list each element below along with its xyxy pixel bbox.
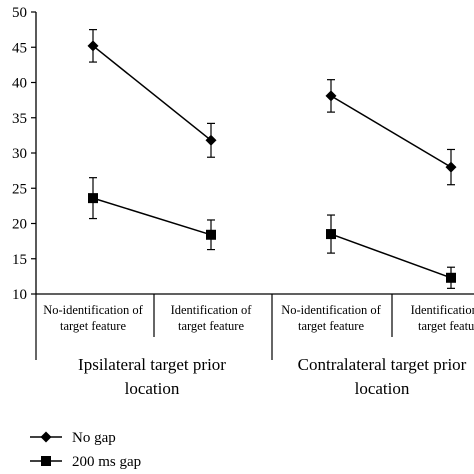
y-tick-label: 45 [12,40,27,56]
x-category-label: Identification of [411,303,474,317]
x-category-label: target feature [418,319,474,333]
data-point [206,229,216,240]
legend-label: 200 ms gap [72,454,141,470]
x-category-label: No-identification of [43,303,143,317]
data-point [88,193,98,204]
x-category-label: No-identification of [281,303,381,317]
data-point [87,40,99,52]
data-point [205,134,217,146]
x-category-label: target feature [60,319,126,333]
data-point [446,272,456,283]
series-200ms-gap [88,177,456,289]
legend-marker-square-icon [41,456,51,466]
series-line [330,233,452,279]
series-no-gap [87,29,457,186]
data-point [326,229,336,240]
y-tick-label: 30 [12,146,27,162]
y-tick-label: 10 [12,287,27,303]
y-tick-label: 20 [12,217,27,233]
legend-label: No gap [72,430,116,446]
y-tick-label: 40 [12,76,27,92]
y-tick-label: 15 [12,252,27,268]
data-point [445,161,457,173]
series-line [92,45,212,141]
legend: No gap 200 ms gap [30,430,141,470]
x-group-label: location [355,379,410,398]
x-category-label: target feature [178,319,244,333]
series-line [330,95,452,168]
y-tick-label: 35 [12,111,27,127]
x-group-label: Ipsilateral target prior [78,355,226,374]
x-axis: No-identification of target feature Identi… [35,293,474,398]
data-point [325,90,337,102]
y-tick-label: 25 [12,181,27,197]
x-category-label: Identification of [171,303,253,317]
x-category-label: target feature [298,319,364,333]
series-layer [87,29,457,289]
series-line [92,197,212,236]
x-group-label: Contralateral target prior [298,355,467,374]
y-tick-label: 50 [12,5,27,21]
legend-marker-diamond-icon [40,431,52,443]
y-axis: 10 15 20 25 30 35 40 45 50 [12,5,37,303]
x-group-label: location [125,379,180,398]
